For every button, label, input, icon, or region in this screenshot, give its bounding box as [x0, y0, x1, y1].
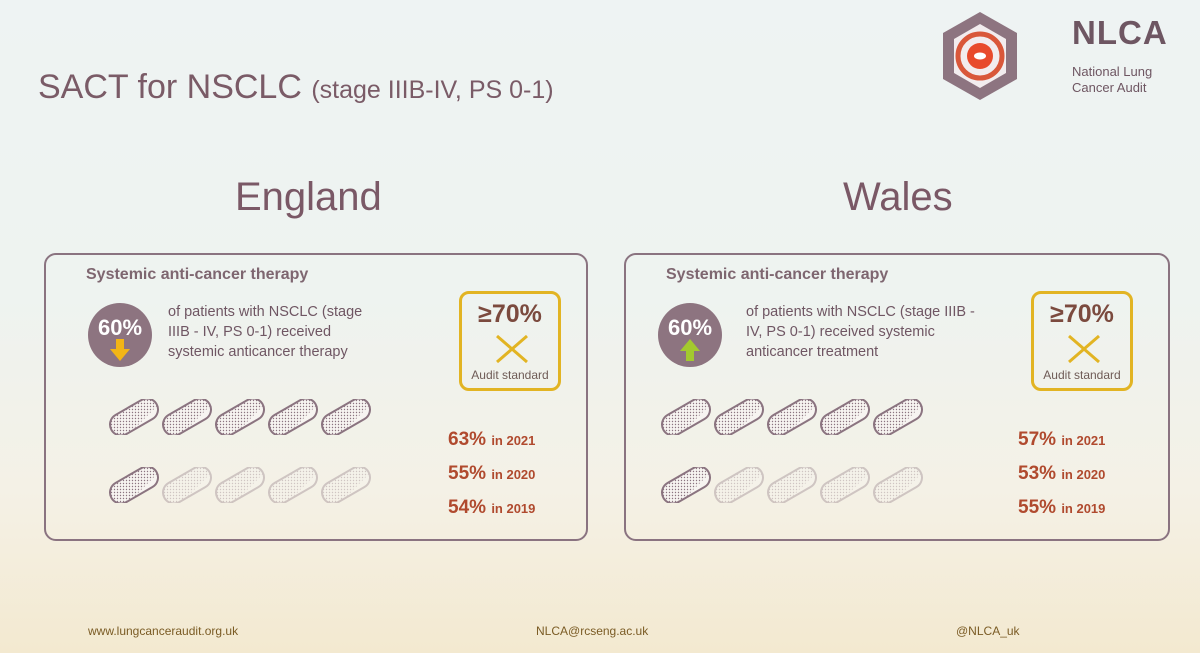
year-label: in 2019	[491, 501, 536, 516]
logo-subtitle: National Lung Cancer Audit	[1072, 64, 1172, 96]
pill-filled-icon	[264, 399, 322, 435]
year-row-2019: 55% in 2019	[1018, 497, 1105, 531]
logo-line-2: Cancer Audit	[1072, 80, 1147, 95]
year-label: in 2021	[491, 433, 536, 448]
wales-panel: Systemic anti-cancer therapy 60% of pati…	[624, 253, 1170, 541]
pill-filled-icon	[763, 399, 821, 435]
standard-label: Audit standard	[471, 368, 549, 382]
pill-empty-icon	[869, 467, 927, 503]
stat-value: 60%	[667, 315, 713, 340]
pill-filled-icon	[710, 399, 768, 435]
year-row-2021: 63% in 2021	[448, 429, 535, 463]
year-percent: 63%	[448, 429, 487, 450]
audit-standard-box: ≥70% Audit standard	[459, 291, 561, 391]
pill-filled-icon	[869, 399, 927, 435]
country-heading-england: England	[235, 175, 382, 219]
audit-standard-box: ≥70% Audit standard	[1031, 291, 1133, 391]
pill-filled-icon	[105, 399, 163, 435]
yearly-values: 63% in 2021 55% in 2020 54% in 2019	[448, 429, 535, 531]
pill-empty-icon	[710, 467, 768, 503]
england-panel: Systemic anti-cancer therapy 60% of pati…	[44, 253, 588, 541]
pill-empty-icon	[211, 467, 269, 503]
yearly-values: 57% in 2021 53% in 2020 55% in 2019	[1018, 429, 1105, 531]
year-percent: 57%	[1018, 429, 1057, 450]
pill-filled-icon	[158, 399, 216, 435]
year-row-2021: 57% in 2021	[1018, 429, 1105, 463]
country-heading-wales: Wales	[843, 175, 953, 219]
standard-label: Audit standard	[1043, 368, 1121, 382]
pill-filled-icon	[816, 399, 874, 435]
year-label: in 2020	[491, 467, 536, 482]
pill-empty-icon	[763, 467, 821, 503]
year-row-2019: 54% in 2019	[448, 497, 535, 531]
pill-empty-icon	[816, 467, 874, 503]
pill-filled-icon	[317, 399, 375, 435]
stat-circle: 60%	[658, 303, 722, 367]
arrow-up-icon	[680, 339, 700, 361]
arrow-down-icon	[110, 339, 130, 361]
footer-handle[interactable]: @NLCA_uk	[956, 624, 1020, 638]
pill-filled-icon	[657, 399, 715, 435]
stat-text: of patients with NSCLC (stage IIIB - IV,…	[746, 304, 975, 360]
standard-value: ≥70%	[478, 300, 542, 328]
year-row-2020: 55% in 2020	[448, 463, 535, 497]
year-percent: 53%	[1018, 463, 1057, 484]
logo-name: NLCA	[1072, 14, 1168, 51]
stat-text: of patients with NSCLC (stage IIIB - IV,…	[168, 304, 363, 360]
logo-text: NLCA National Lung Cancer Audit	[1072, 14, 1172, 96]
cross-icon	[496, 334, 528, 364]
pill-filled-icon	[105, 467, 163, 503]
pill-empty-icon	[158, 467, 216, 503]
panel-heading: Systemic anti-cancer therapy	[86, 266, 309, 283]
year-label: in 2020	[1061, 467, 1106, 482]
nlca-logo-icon	[943, 12, 1017, 100]
year-label: in 2021	[1061, 433, 1106, 448]
slide-title: SACT for NSCLC (stage IIIB-IV, PS 0-1)	[38, 68, 554, 107]
pill-filled-icon	[211, 399, 269, 435]
pill-empty-icon	[317, 467, 375, 503]
panel-heading: Systemic anti-cancer therapy	[666, 266, 889, 283]
pill-empty-icon	[264, 467, 322, 503]
stat-value: 60%	[97, 315, 143, 340]
cross-icon	[1068, 334, 1100, 364]
stat-circle: 60%	[88, 303, 152, 367]
year-percent: 55%	[1018, 497, 1057, 518]
footer-website[interactable]: www.lungcanceraudit.org.uk	[88, 624, 239, 638]
standard-value: ≥70%	[1050, 300, 1114, 328]
year-percent: 55%	[448, 463, 487, 484]
logo-line-1: National Lung	[1072, 64, 1153, 79]
year-percent: 54%	[448, 497, 487, 518]
slide-title-subtitle: (stage IIIB-IV, PS 0-1)	[311, 76, 554, 104]
year-row-2020: 53% in 2020	[1018, 463, 1105, 497]
footer-email[interactable]: NLCA@rcseng.ac.uk	[536, 624, 649, 638]
pill-filled-icon	[657, 467, 715, 503]
year-label: in 2019	[1061, 501, 1106, 516]
slide-title-main: SACT for NSCLC	[38, 68, 302, 106]
